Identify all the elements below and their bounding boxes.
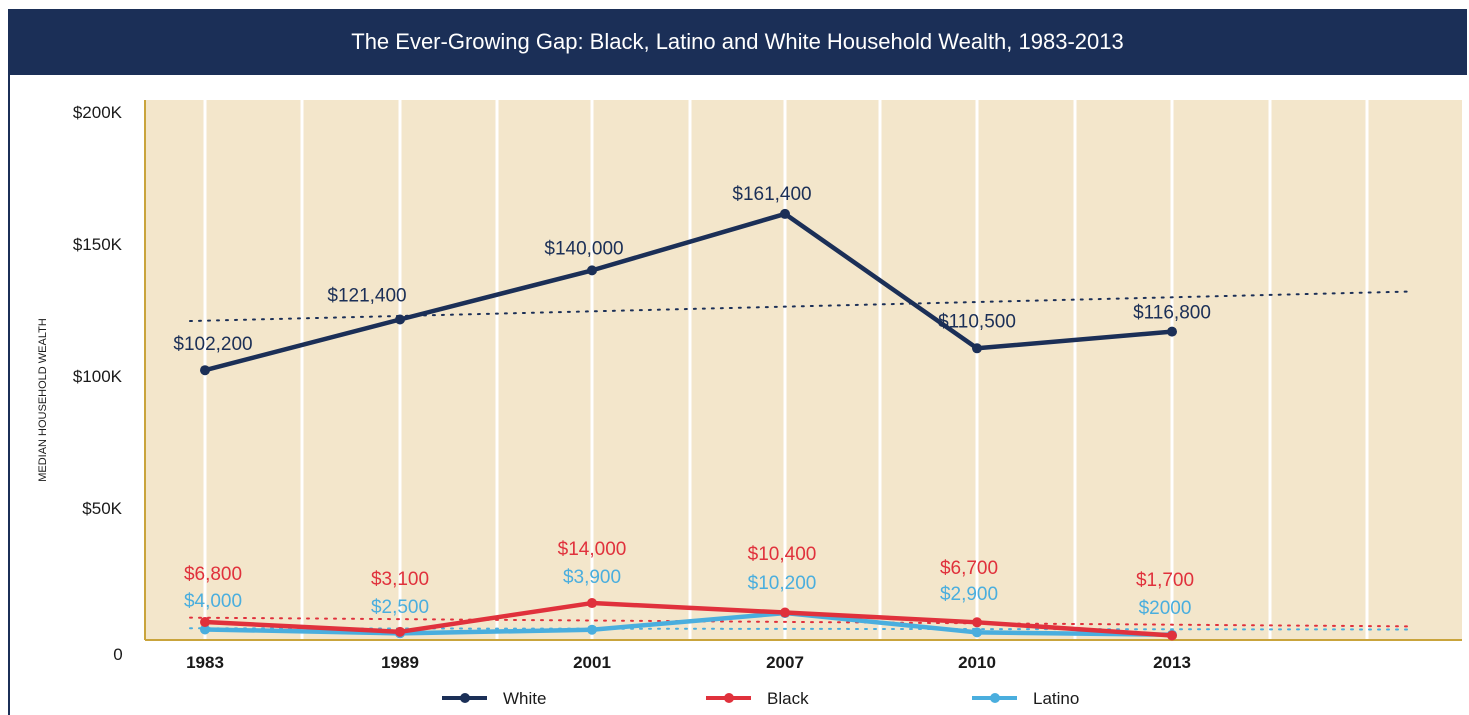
y-tick-label: $150K xyxy=(73,235,123,254)
data-label-black: $3,100 xyxy=(371,569,429,590)
data-label-latino: $2000 xyxy=(1139,598,1192,619)
legend-label-latino: Latino xyxy=(1033,689,1079,708)
legend-marker-white xyxy=(460,693,470,703)
data-label-latino: $2,900 xyxy=(940,584,998,605)
data-label-white: $102,200 xyxy=(173,334,252,355)
data-label-white: $110,500 xyxy=(938,311,1016,332)
data-label-white: $121,400 xyxy=(327,286,406,307)
series-line-latino xyxy=(204,610,1173,637)
y-axis-title: MEDIAN HOUSEHOLD WEALTH xyxy=(37,318,49,482)
data-label-black: $1,700 xyxy=(1136,570,1194,591)
x-tick-label: 2010 xyxy=(958,653,996,672)
data-label-black: $14,000 xyxy=(558,539,627,560)
data-point-black xyxy=(780,607,790,618)
legend-marker-black xyxy=(724,693,734,703)
data-label-black: $6,700 xyxy=(940,558,998,579)
data-label-latino: $10,200 xyxy=(748,573,817,594)
series-line-white xyxy=(204,211,1173,373)
data-label-white: $161,400 xyxy=(732,184,811,205)
trendline-black xyxy=(189,616,1411,628)
data-point-white xyxy=(780,208,790,219)
y-tick-label: $50K xyxy=(82,499,122,518)
data-point-latino xyxy=(587,624,597,635)
x-tick-label: 1989 xyxy=(381,653,419,672)
x-tick-label: 1983 xyxy=(186,653,224,672)
data-label-white: $116,800 xyxy=(1133,303,1211,324)
data-point-white xyxy=(972,343,982,354)
data-point-white xyxy=(395,314,405,325)
data-point-white xyxy=(200,365,210,376)
y-tick-label: $200K xyxy=(73,103,123,122)
trendline-white xyxy=(189,290,1411,323)
legend-label-black: Black xyxy=(767,689,809,708)
x-tick-label: 2013 xyxy=(1153,653,1191,672)
data-label-latino: $3,900 xyxy=(563,567,621,588)
x-tick-label: 2007 xyxy=(766,653,804,672)
y-tick-label: 0 xyxy=(113,645,122,664)
series-line-black xyxy=(204,600,1173,638)
x-tick-label: 2001 xyxy=(573,653,611,672)
data-point-black xyxy=(395,626,405,637)
data-point-black xyxy=(200,617,210,628)
data-point-black xyxy=(972,617,982,628)
plot-background xyxy=(145,100,1462,640)
data-point-white xyxy=(1167,326,1177,337)
data-label-white: $140,000 xyxy=(544,238,623,259)
data-point-latino xyxy=(200,624,210,635)
legend-label-white: White xyxy=(503,689,546,708)
frame-left-rule xyxy=(8,75,10,715)
data-point-black xyxy=(1167,630,1177,641)
data-point-latino xyxy=(972,627,982,638)
data-label-black: $10,400 xyxy=(748,544,817,565)
data-point-white xyxy=(587,265,597,276)
data-label-latino: $4,000 xyxy=(184,591,242,612)
legend-marker-latino xyxy=(990,693,1000,703)
data-label-latino: $2,500 xyxy=(371,597,429,618)
trendline-latino xyxy=(189,627,1411,631)
y-tick-label: $100K xyxy=(73,367,123,386)
data-point-black xyxy=(587,598,597,609)
data-label-black: $6,800 xyxy=(184,564,242,585)
chart-title: The Ever-Growing Gap: Black, Latino and … xyxy=(8,9,1467,75)
